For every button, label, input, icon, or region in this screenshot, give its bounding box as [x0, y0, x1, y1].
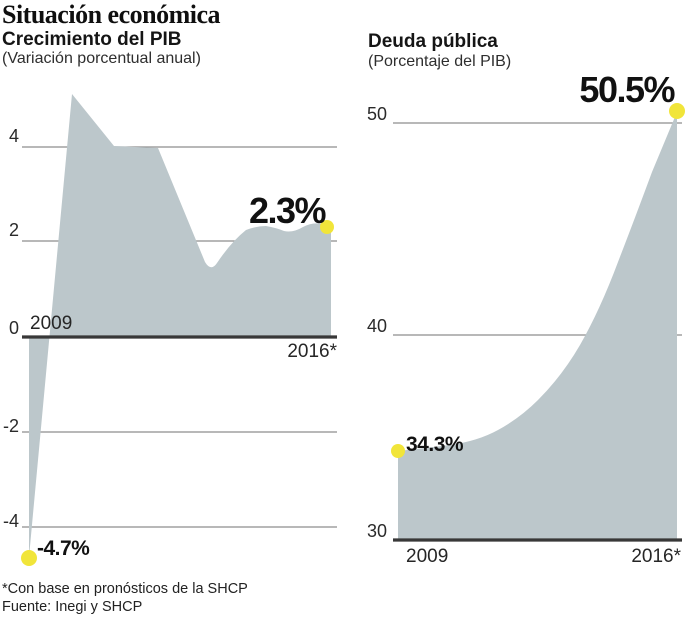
- gdp-chart-subtitle: (Variación porcentual anual): [2, 50, 201, 67]
- debt-area: [398, 112, 677, 540]
- debt-start-dot: [391, 444, 405, 458]
- debt-end-dot: [669, 103, 685, 119]
- debt-start-value-label: 34.3%: [406, 433, 464, 456]
- gdp-start-dot: [21, 550, 37, 566]
- debt-ytick-30: 30: [366, 521, 387, 541]
- gdp-year-start: 2009: [30, 313, 73, 334]
- footnote: *Con base en pronósticos de la SHCP: [2, 581, 248, 597]
- gdp-year-end: 2016*: [287, 341, 337, 362]
- debt-end-value-label: 50.5%: [579, 69, 675, 110]
- gdp-ytick-neg2: -2: [2, 416, 19, 436]
- gdp-ytick-2: 2: [8, 220, 19, 240]
- gdp-ytick-0: 0: [8, 318, 19, 338]
- page-title: Situación económica: [2, 0, 221, 29]
- debt-year-start: 2009: [406, 546, 449, 567]
- gdp-ytick-4: 4: [8, 126, 19, 146]
- gdp-area: [29, 94, 331, 557]
- gdp-end-dot: [320, 220, 334, 234]
- debt-chart-title: Deuda pública: [368, 31, 498, 52]
- gdp-chart-title: Crecimiento del PIB: [2, 29, 182, 50]
- debt-ytick-50: 50: [366, 104, 387, 124]
- debt-ytick-40: 40: [366, 316, 387, 336]
- gdp-start-value-label: -4.7%: [37, 537, 90, 560]
- source-line: Fuente: Inegi y SHCP: [2, 599, 143, 615]
- gdp-ytick-neg4: -4: [2, 511, 19, 531]
- debt-chart-subtitle: (Porcentaje del PIB): [368, 53, 512, 70]
- gdp-end-value-label: 2.3%: [248, 190, 327, 231]
- debt-year-end: 2016*: [631, 546, 681, 567]
